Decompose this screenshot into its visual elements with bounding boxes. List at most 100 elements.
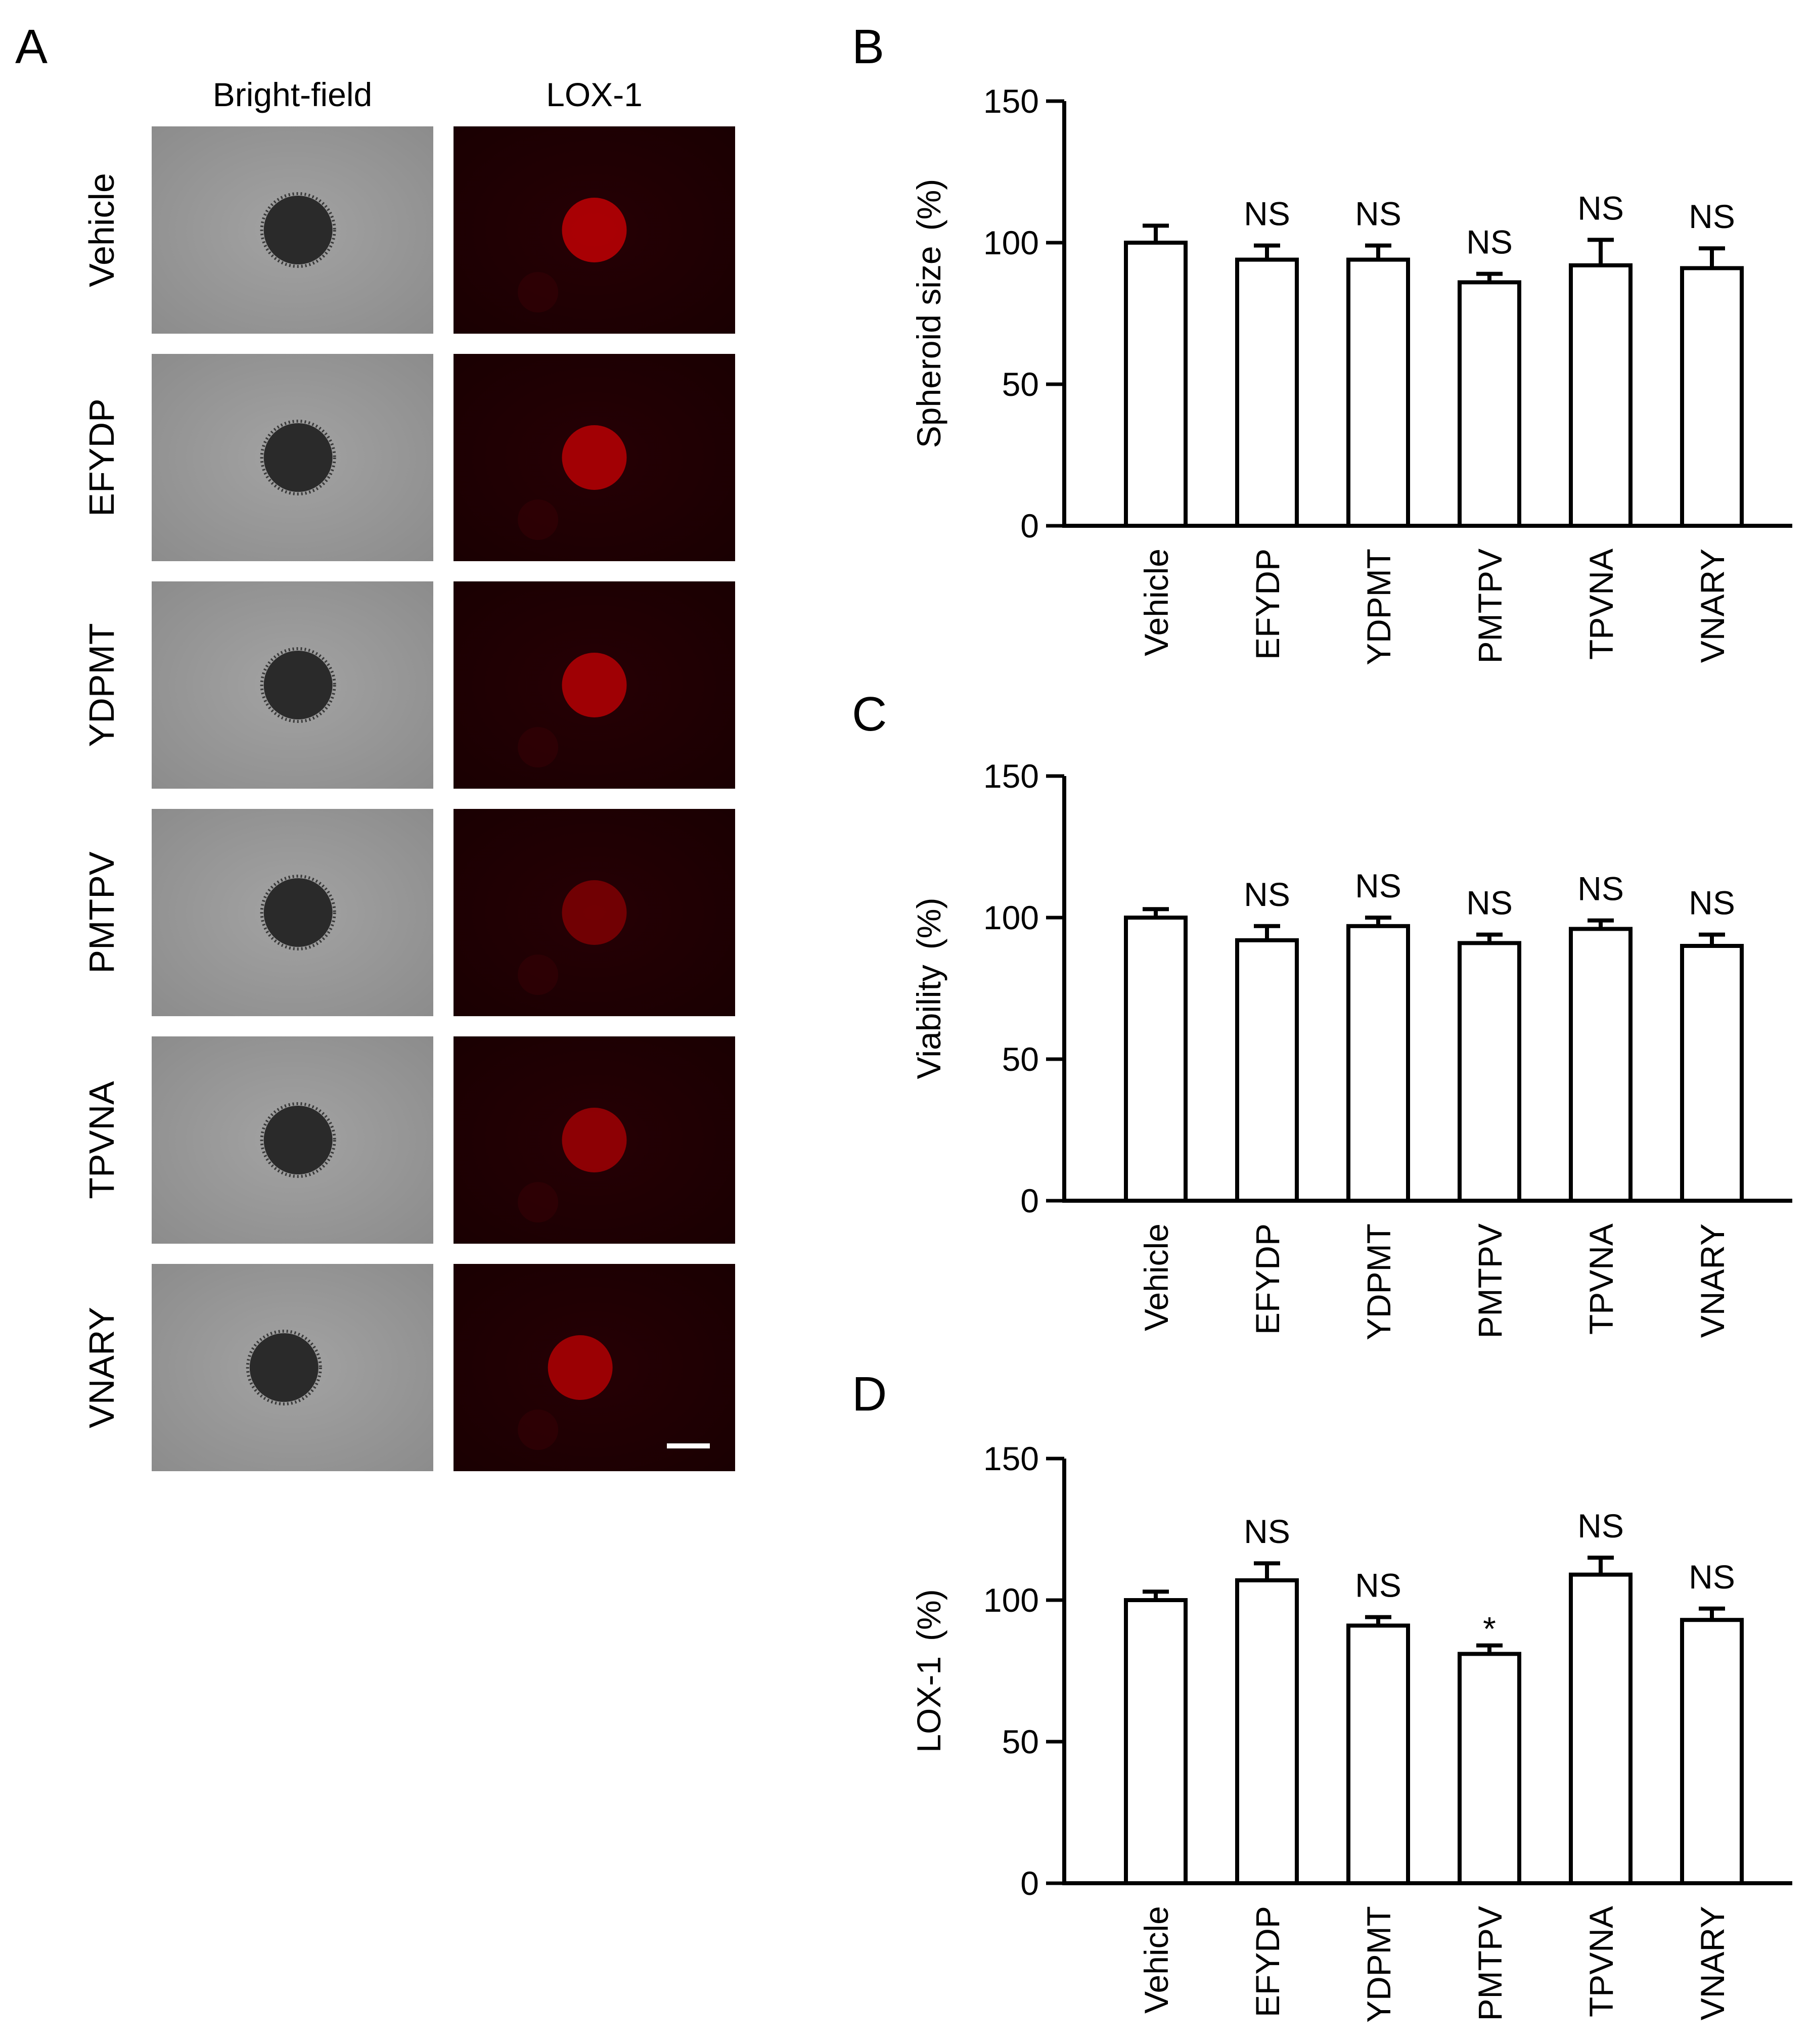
ns-label: NS [1244,1513,1290,1550]
x-tick-label: VNARY [1694,549,1731,663]
y-axis-label-text: LOX-1 [910,1656,947,1753]
bar-pmtpv [1458,280,1521,528]
bar-tpvna [1569,1572,1633,1886]
ns-label: NS [1577,870,1624,907]
fluorescence-spheroid [562,1108,627,1172]
brightfield-spheroid-edge [260,647,336,723]
y-tick-label: 50 [1002,1040,1039,1078]
column-header-brightfield: Bright-field [213,76,372,113]
x-tick-label: YDPMT [1360,549,1397,665]
fluorescence-background-blob [518,1182,559,1222]
column-header-lox1: LOX-1 [546,76,643,113]
brightfield-spheroid [263,196,333,264]
x-tick-label: Vehicle [1138,549,1175,656]
fluorescence-background-blob [518,499,559,540]
bar-tpvna [1569,263,1633,528]
y-axis-label-text: Viability [910,965,947,1079]
ns-label: NS [1577,1507,1624,1545]
brightfield-spheroid-edge [260,192,336,268]
x-tick-label: EFYDP [1249,1223,1286,1335]
ns-label: NS [1355,867,1401,904]
row-label-ydpmt: YDPMT [82,623,121,747]
x-tick-label: YDPMT [1360,1223,1397,1340]
y-tick-label: 100 [983,1581,1039,1619]
brightfield-spheroid-edge [246,1330,322,1405]
bar-vnary [1680,1618,1744,1885]
row-label-efydp: EFYDP [82,398,121,516]
x-tick-label: PMTPV [1471,1223,1509,1338]
bar-vnary [1680,944,1744,1203]
bar-vnary [1680,266,1744,528]
bar-ydpmt [1346,924,1410,1203]
y-axis-label-unit: (%) [910,179,947,231]
brightfield-spheroid [249,1333,319,1402]
ns-label: NS [1244,195,1290,233]
panel-c-chart: C 0 50 100 150 Viability (%) Vehicle NS EFYDP NS YD… [852,687,1792,1340]
fluorescence-background-blob [518,727,559,767]
brightfield-spheroid [263,1106,333,1174]
fluorescence-background-blob [518,272,559,312]
panel-letter-a: A [15,20,48,74]
x-tick-label: VNARY [1694,1906,1731,2020]
row-label-vehicle: Vehicle [82,173,121,287]
ns-label: NS [1689,884,1735,922]
x-tick-label: Vehicle [1138,1223,1175,1331]
bar-tpvna [1569,927,1633,1203]
y-tick-label: 50 [1002,1723,1039,1760]
y-axis-label: Spheroid size (%) [910,179,947,448]
significance-star: * [1483,1610,1496,1648]
fluorescence-spheroid [562,880,627,945]
x-tick-label: TPVNA [1582,1906,1620,2017]
scale-bar [667,1443,710,1448]
row-label-vnary: VNARY [82,1307,121,1428]
x-tick-label: PMTPV [1471,549,1509,663]
y-tick-label: 0 [1020,1182,1039,1219]
x-tick-label: Vehicle [1138,1906,1175,2014]
x-tick-label: YDPMT [1360,1906,1397,2023]
brightfield-spheroid-edge [260,875,336,950]
brightfield-spheroid [263,423,333,492]
ns-label: NS [1355,1567,1401,1604]
ns-label: NS [1577,189,1624,226]
panel-d-chart: D 0 50 100 150 LOX-1 (%) Vehicle NS EFYDP NS YDPMT *… [852,1367,1792,2023]
panel-b-chart: B 0 50 100 150 Spheroid size (%) Vehicle NS EFYDP… [852,20,1792,665]
fluorescence-spheroid [562,653,627,717]
panel-letter-d: D [852,1367,887,1421]
y-axis-label-unit: (%) [910,898,947,950]
fluorescence-spheroid [562,198,627,262]
bar-vehicle [1124,241,1188,528]
bar-pmtpv [1458,941,1521,1203]
x-tick-label: EFYDP [1249,1906,1286,2017]
ns-label: NS [1244,876,1290,913]
row-label-tpvna: TPVNA [82,1081,121,1199]
y-tick-label: 100 [983,224,1039,261]
y-tick-label: 0 [1020,507,1039,544]
x-tick-label: VNARY [1694,1223,1731,1338]
y-tick-label: 100 [983,899,1039,936]
brightfield-spheroid [263,878,333,947]
y-axis-label: Viability (%) [910,898,947,1079]
y-tick-label: 0 [1020,1865,1039,1902]
brightfield-spheroid-edge [260,1102,336,1178]
panel-letter-c: C [852,687,887,741]
brightfield-spheroid-edge [260,420,336,495]
bar-efydp [1235,257,1299,528]
panel-a-micrographs: A Bright-field LOX-1 Vehicle EFYDP YDPMT PMTPV… [15,20,735,1471]
ns-label: NS [1355,195,1401,233]
ns-label: NS [1689,1558,1735,1596]
y-axis-label: LOX-1 (%) [910,1589,947,1752]
bar-ydpmt [1346,1623,1410,1885]
row-label-pmtpv: PMTPV [82,851,121,973]
bar-vehicle [1124,916,1188,1203]
y-axis-label-text: Spheroid size [910,246,947,448]
fluorescence-spheroid [562,425,627,490]
y-tick-label: 150 [983,82,1039,120]
bar-pmtpv [1458,1652,1521,1885]
fluorescence-background-blob [518,955,559,995]
panel-letter-b: B [852,20,884,74]
fluorescence-spheroid [548,1335,613,1400]
x-tick-label: TPVNA [1582,1223,1620,1335]
y-axis-label-unit: (%) [910,1589,947,1641]
x-tick-label: TPVNA [1582,549,1620,660]
